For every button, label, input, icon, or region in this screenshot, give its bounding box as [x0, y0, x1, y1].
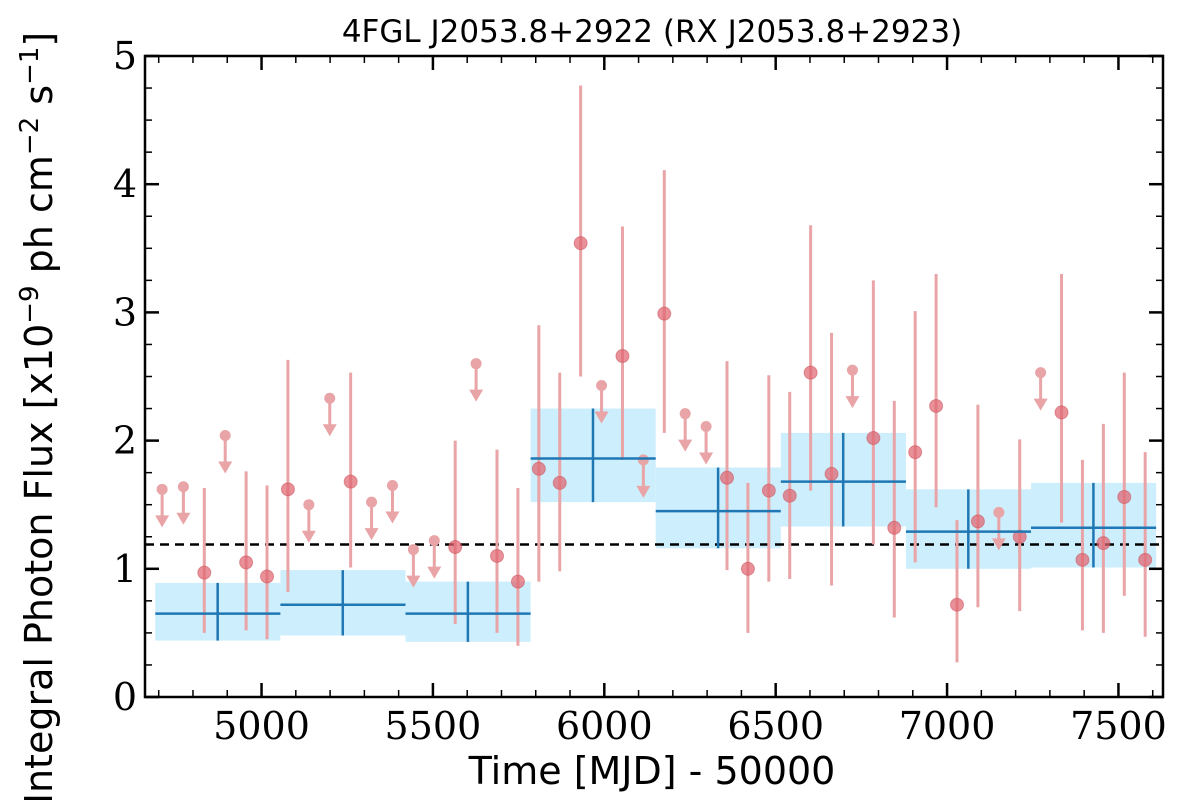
data-point-43 [1054, 405, 1069, 420]
data-point-4 [239, 555, 254, 570]
upper-limit-point-12 [407, 544, 419, 556]
upper-limit-arrowhead-12 [406, 575, 421, 588]
x-tick-labels: 5000 5500 6000 6500 7000 7500 [213, 704, 1167, 748]
x-tick-label-0: 5000 [213, 704, 310, 748]
data-point-44 [1075, 552, 1090, 567]
binned-markers-layer [155, 408, 1157, 642]
upper-limit-point-10 [366, 496, 378, 508]
upper-limit-point-15 [470, 358, 482, 370]
data-point-46 [1117, 490, 1132, 505]
y-tick-label-4: 4 [113, 162, 137, 206]
y-tick-label-0: 0 [113, 675, 137, 719]
data-point-31 [803, 365, 818, 380]
data-point-47 [1138, 552, 1153, 567]
upper-limit-arrowhead-21 [594, 411, 609, 424]
upper-limit-arrowhead-23 [636, 485, 651, 498]
data-point-28 [740, 561, 755, 576]
chart-title: 4FGL J2053.8+2922 (RX J2053.8+2923) [342, 14, 962, 50]
upper-limit-point-21 [596, 379, 608, 391]
upper-limit-arrowhead-0 [155, 515, 170, 528]
upper-limit-arrowhead-1 [176, 512, 191, 525]
data-point-39 [970, 514, 985, 529]
upper-limit-arrowhead-13 [427, 566, 442, 579]
data-point-20 [573, 236, 588, 251]
x-tick-label-3: 6500 [727, 704, 824, 748]
binned-flux-layer [155, 408, 1157, 642]
data-point-36 [908, 445, 923, 460]
x-axis-label: Time [MJD] - 50000 [468, 749, 836, 793]
upper-limit-point-26 [700, 420, 712, 432]
data-point-14 [448, 540, 463, 555]
upper-limit-arrowhead-7 [301, 530, 316, 543]
upper-limit-arrowhead-11 [385, 511, 400, 524]
data-point-45 [1096, 536, 1111, 551]
data-point-6 [280, 482, 295, 497]
y-tick-label-5: 5 [113, 34, 137, 78]
upper-limit-arrowhead-10 [364, 528, 379, 541]
upper-limit-arrowhead-8 [322, 424, 337, 437]
y-tick-label-3: 3 [113, 290, 137, 334]
x-tick-label-5: 7500 [1070, 704, 1167, 748]
data-point-18 [531, 461, 546, 476]
upper-limit-point-23 [637, 454, 649, 466]
upper-limit-arrowhead-42 [1033, 398, 1048, 411]
upper-limit-point-13 [428, 535, 440, 547]
upper-limit-point-8 [324, 392, 336, 404]
x-tick-label-2: 6000 [556, 704, 653, 748]
upper-limit-point-11 [386, 479, 398, 491]
upper-limit-point-1 [177, 481, 189, 493]
data-point-24 [657, 306, 672, 321]
data-point-27 [720, 470, 735, 485]
data-point-19 [552, 475, 567, 490]
data-point-35 [887, 520, 902, 535]
y-tick-label-2: 2 [113, 419, 137, 463]
upper-limit-point-3 [219, 429, 231, 441]
upper-limit-point-25 [679, 408, 691, 420]
error-bars-layer [155, 85, 1147, 663]
upper-limit-point-33 [846, 364, 858, 376]
data-point-16 [490, 548, 505, 563]
data-point-32 [824, 466, 839, 481]
upper-limit-arrowhead-40 [991, 538, 1006, 551]
plot-area [145, 85, 1163, 663]
data-point-17 [510, 574, 525, 589]
data-point-2 [197, 565, 212, 580]
axes [143, 54, 1165, 699]
upper-limit-arrowhead-15 [469, 389, 484, 402]
upper-limit-point-0 [156, 483, 168, 495]
data-point-34 [866, 431, 881, 446]
upper-limit-point-40 [993, 506, 1005, 518]
data-point-41 [1012, 529, 1027, 544]
x-tick-label-1: 5500 [385, 704, 482, 748]
upper-limit-arrowhead-33 [845, 396, 860, 409]
data-point-29 [761, 483, 776, 498]
upper-limit-arrowhead-25 [678, 439, 693, 452]
data-point-38 [950, 597, 965, 612]
data-point-5 [260, 569, 275, 584]
upper-limit-point-42 [1035, 367, 1047, 379]
data-points-layer [156, 236, 1153, 612]
data-point-37 [929, 398, 944, 413]
upper-limit-arrowhead-26 [699, 452, 714, 465]
x-tick-label-4: 7000 [899, 704, 996, 748]
y-tick-label-1: 1 [113, 547, 137, 591]
upper-limit-point-7 [303, 499, 315, 511]
y-axis-label: Integral Photon Flux [x10−9 ph cm−2 s−1] [15, 32, 61, 800]
data-point-9 [343, 474, 358, 489]
upper-limit-arrowhead-3 [218, 461, 233, 474]
y-tick-labels: 0 1 2 3 4 5 [113, 34, 137, 719]
data-point-30 [782, 488, 797, 503]
data-point-22 [615, 348, 630, 363]
